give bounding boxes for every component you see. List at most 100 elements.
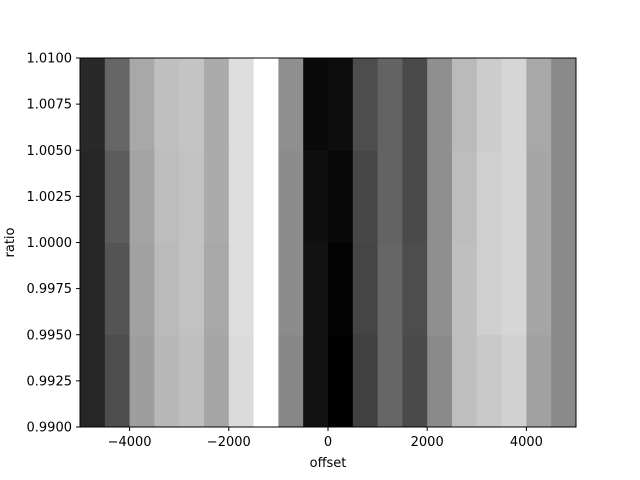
heatmap-cell xyxy=(352,150,379,243)
heatmap-cell xyxy=(179,334,205,428)
heatmap-cell xyxy=(551,150,577,243)
heatmap-cell xyxy=(352,58,379,151)
heatmap-cell xyxy=(278,334,304,428)
heatmap-cell xyxy=(526,150,552,243)
heatmap-cell xyxy=(253,334,279,428)
y-tick-label: 1.0050 xyxy=(27,144,73,159)
heatmap-cell xyxy=(427,150,453,243)
y-tick-label: 0.9925 xyxy=(27,374,73,389)
heatmap-cell xyxy=(104,242,131,336)
x-tick-label: 4000 xyxy=(510,435,543,450)
heatmap-cell xyxy=(204,334,230,428)
heatmap-cell xyxy=(377,242,403,336)
heatmap-cell xyxy=(402,58,428,151)
heatmap-cell xyxy=(104,334,131,428)
heatmap-cell xyxy=(80,58,106,151)
x-axis-label: offset xyxy=(310,456,347,471)
heatmap-cell xyxy=(253,242,279,336)
heatmap-cell xyxy=(179,150,205,243)
heatmap-cell xyxy=(154,150,180,243)
heatmap-cell xyxy=(377,58,403,151)
heatmap-cell xyxy=(476,58,503,151)
heatmap-cell xyxy=(303,242,329,336)
heatmap-cell xyxy=(154,334,180,428)
y-tick-label: 1.0000 xyxy=(27,236,73,251)
heatmap-cell xyxy=(228,58,255,151)
heatmap-cell xyxy=(204,150,230,243)
heatmap-cell xyxy=(328,150,354,243)
x-tick-label: −2000 xyxy=(207,435,251,450)
y-tick-label: 0.9950 xyxy=(27,328,73,343)
heatmap-cell xyxy=(402,334,428,428)
heatmap-cell xyxy=(179,58,205,151)
heatmap-cell xyxy=(526,334,552,428)
heatmap-cell xyxy=(427,58,453,151)
heatmap-cell xyxy=(129,58,155,151)
heatmap-cell xyxy=(328,334,354,428)
y-tick-label: 1.0075 xyxy=(27,98,73,113)
y-tick-label: 1.0100 xyxy=(27,52,73,67)
heatmap-cell xyxy=(551,334,577,428)
heatmap-cell xyxy=(104,150,131,243)
y-axis-label: ratio xyxy=(3,227,18,257)
heatmap-cell xyxy=(129,242,155,336)
y-axis: 0.9900 0.9925 0.9950 0.9975 1.0000 1.0025 1.00… xyxy=(27,52,80,436)
heatmap-cell xyxy=(328,242,354,336)
heatmap-cell xyxy=(402,150,428,243)
y-tick-label: 0.9975 xyxy=(27,282,73,297)
heatmap-cell xyxy=(551,58,577,151)
heatmap-cell xyxy=(452,334,478,428)
heatmap-cell xyxy=(129,150,155,243)
heatmap-cell xyxy=(377,150,403,243)
x-tick-label: 2000 xyxy=(411,435,444,450)
heatmap-cell xyxy=(501,334,527,428)
heatmap-cell xyxy=(80,150,106,243)
heatmap-cell xyxy=(278,150,304,243)
heatmap-cell xyxy=(427,334,453,428)
x-tick-label: −4000 xyxy=(108,435,152,450)
heatmap-cell xyxy=(204,242,230,336)
heatmap-cell xyxy=(452,58,478,151)
y-tick-label: 1.0025 xyxy=(27,190,73,205)
heatmap-cell xyxy=(501,242,527,336)
heatmap-cell xyxy=(80,334,106,428)
heatmap-cell xyxy=(452,242,478,336)
heatmap-cell xyxy=(501,58,527,151)
heatmap-cell xyxy=(352,242,379,336)
heatmap-cell xyxy=(154,58,180,151)
heatmap-cell xyxy=(551,242,577,336)
heatmap-cell xyxy=(501,150,527,243)
heatmap-cell xyxy=(228,334,255,428)
heatmap-cell xyxy=(129,334,155,428)
heatmap-cell xyxy=(352,334,379,428)
heatmap-cell xyxy=(253,58,279,151)
heatmap-cell xyxy=(179,242,205,336)
heatmap-cell xyxy=(228,242,255,336)
heatmap-cell xyxy=(278,242,304,336)
heatmap-cell xyxy=(526,242,552,336)
heatmap-cell xyxy=(228,150,255,243)
heatmap-cell xyxy=(452,150,478,243)
heatmap-cell xyxy=(303,150,329,243)
y-tick-label: 0.9900 xyxy=(27,421,73,436)
heatmap-cell xyxy=(278,58,304,151)
heatmap-cell xyxy=(154,242,180,336)
heatmap-cell xyxy=(476,242,503,336)
heatmap-cell xyxy=(104,58,131,151)
heatmap-cell xyxy=(303,58,329,151)
heatmap-cell xyxy=(204,58,230,151)
heatmap-cell xyxy=(476,334,503,428)
x-tick-label: 0 xyxy=(324,435,332,450)
heatmap-cell xyxy=(328,58,354,151)
heatmap-cell xyxy=(377,334,403,428)
heatmap-cell xyxy=(402,242,428,336)
heatmap-cells xyxy=(80,58,577,428)
heatmap-cell xyxy=(526,58,552,151)
heatmap-cell xyxy=(80,242,106,336)
heatmap-cell xyxy=(253,150,279,243)
x-axis: −4000 −2000 0 2000 4000 xyxy=(108,427,543,450)
heatmap-cell xyxy=(427,242,453,336)
heatmap-cell xyxy=(303,334,329,428)
heatmap-cell xyxy=(476,150,503,243)
